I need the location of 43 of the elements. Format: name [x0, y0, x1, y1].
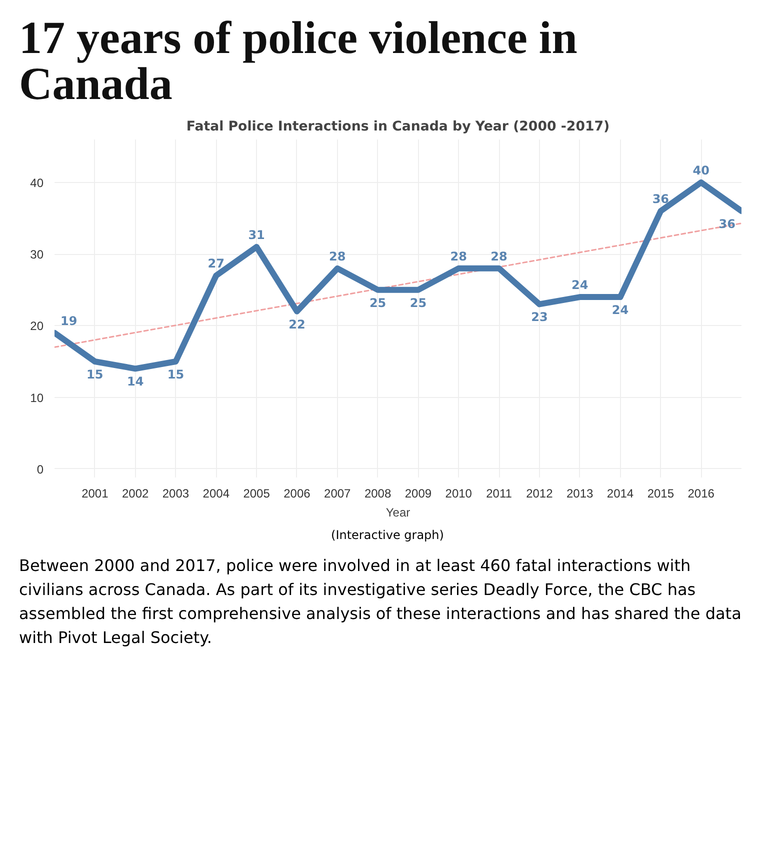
- text: Between 2000 and 2017, police were involved in at least 460 fatal interactions with civilians across Canada. As part of its investigative series Deadly Force, the CBC has assembled the first comprehensive analysis of these interactions and has shared the data with Pivot Legal Society.: [19, 555, 742, 650]
- x-tick-label: 2008: [364, 486, 392, 500]
- x-tick-label: 2005: [243, 486, 270, 500]
- x-tick-label: 2010: [445, 486, 472, 500]
- data-label: 28: [450, 249, 467, 264]
- data-label: 31: [248, 228, 265, 242]
- x-tick-label: 2015: [647, 486, 674, 500]
- data-label: 19: [60, 314, 78, 328]
- x-tick-label: 2011: [486, 486, 512, 500]
- y-tick-label: 20: [30, 319, 44, 334]
- y-tick-label: 30: [30, 248, 44, 262]
- data-label: 36: [652, 192, 670, 206]
- data-label: 14: [126, 374, 144, 389]
- x-tick-label: 2009: [404, 486, 432, 500]
- x-tick-label: 2012: [526, 486, 554, 500]
- y-tick-label: 0: [36, 462, 44, 476]
- x-axis-title: Year: [386, 506, 410, 520]
- chart-title: 17 years of police violence in Canada: [19, 12, 578, 109]
- data-label: 28: [329, 249, 346, 264]
- text: (Interactive graph): [331, 527, 444, 544]
- x-tick-label: 2001: [82, 486, 109, 500]
- x-tick-label: 2003: [162, 486, 190, 500]
- data-label: 40: [692, 163, 710, 178]
- data-label: 23: [531, 310, 548, 324]
- x-tick-label: 2002: [122, 486, 149, 500]
- x-tick-label: 2014: [606, 486, 634, 500]
- data-label: 25: [369, 296, 386, 310]
- data-label: 25: [410, 296, 427, 310]
- y-tick-label: 40: [30, 176, 44, 190]
- x-tick-label: 2006: [284, 486, 311, 500]
- data-label: 24: [572, 278, 588, 292]
- data-label: 24: [612, 303, 629, 318]
- x-tick-label: 2007: [324, 486, 352, 500]
- data-label: 15: [86, 367, 104, 382]
- y-tick-label: 10: [30, 390, 44, 405]
- chart-subtitle: Fatal Police Interactions in Canada by Year (2000 -2017): [186, 120, 610, 134]
- data-label: 27: [208, 256, 224, 271]
- data-label: 15: [167, 367, 184, 382]
- x-tick-label: 2013: [566, 486, 594, 500]
- data-label: 28: [490, 249, 508, 264]
- x-tick-label: 2016: [688, 486, 715, 500]
- data-label: 22: [288, 317, 306, 332]
- x-tick-label: 2004: [202, 486, 230, 500]
